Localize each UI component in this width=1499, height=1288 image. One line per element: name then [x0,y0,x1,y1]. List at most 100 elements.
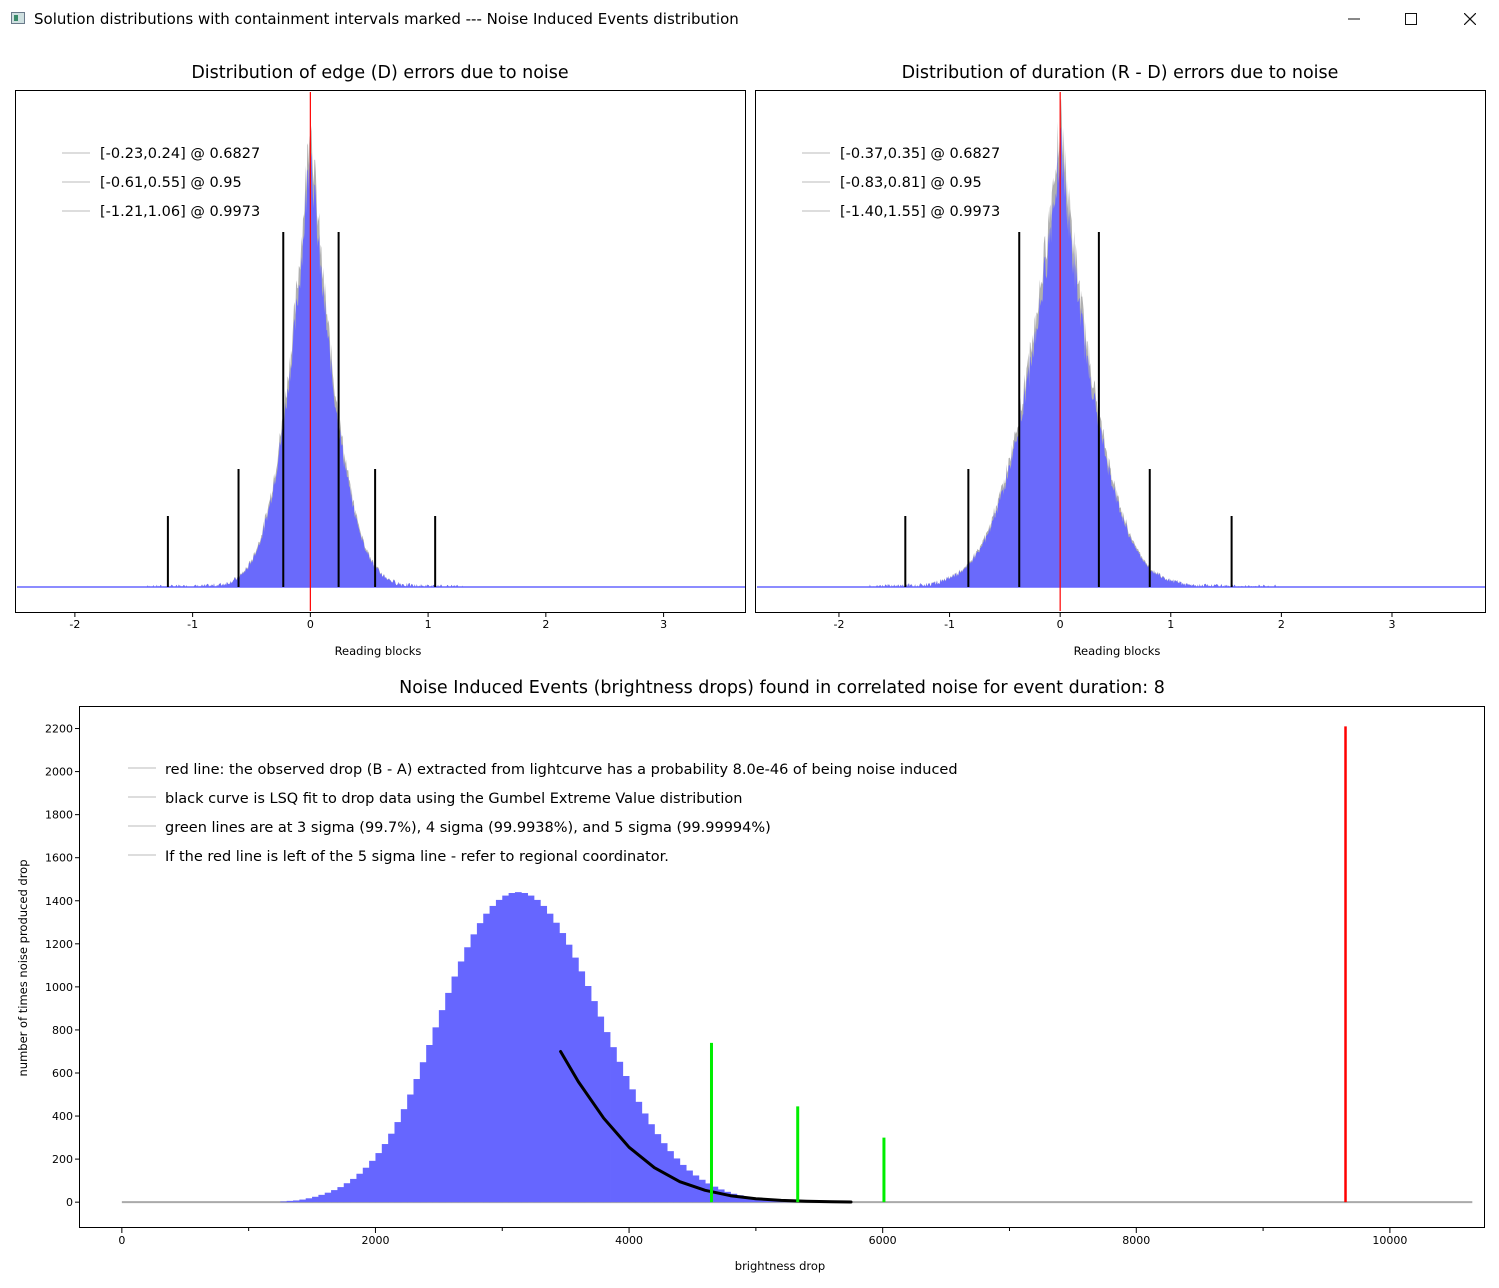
histogram-bar [546,913,554,1203]
histogram-bar [324,1192,332,1203]
chart-title: Distribution of duration (R - D) errors … [902,63,1339,83]
y-tick-label: 1000 [45,981,73,994]
plot-frame [79,706,1485,1228]
histogram-bar [426,1045,433,1203]
histogram-bars [17,92,745,611]
histogram-bar [438,1010,446,1203]
x-tick-label: -2 [833,618,844,631]
histogram-bar [419,1062,427,1203]
legend-entry: black curve is LSQ fit to drop data usin… [165,791,742,807]
duration-error-chart: Distribution of duration (R - D) errors … [755,63,1486,658]
x-axis-ticks: -2 -1 0 1 2 3 [69,612,667,631]
histogram-bar [610,1047,617,1203]
histogram-bar [483,913,490,1203]
x-axis-ticks: -2 -1 0 1 2 3 [833,612,1395,631]
legend-entry: [-0.83,0.81] @ 0.95 [840,175,982,191]
histogram-bar [407,1094,414,1203]
legend-entry: red line: the observed drop (B - A) extr… [165,762,958,778]
x-tick-label: -1 [944,618,955,631]
y-tick-label: 0 [66,1196,73,1209]
histogram-bar [369,1160,376,1203]
histogram-bar [641,1113,649,1203]
y-tick-label: 2000 [45,766,73,779]
histogram-bar [743,1196,750,1203]
gumbel-fit-curve [559,1050,853,1204]
chart-title: Noise Induced Events (brightness drops) … [399,678,1165,698]
x-tick-label: 2 [1278,618,1285,631]
histogram-bar [508,893,516,1203]
legend-entry: green lines are at 3 sigma (99.7%), 4 si… [165,820,771,836]
maximize-icon [1405,13,1417,25]
legend-entry: [-0.61,0.55] @ 0.95 [100,175,242,191]
x-tick-label: 0 [307,618,314,631]
interval-lines [166,232,437,587]
app-window-icon [11,12,25,24]
histogram-bar [572,957,579,1203]
y-tick-label: 1600 [45,852,73,865]
histogram-bar [489,905,497,1203]
legend-entry: [-1.21,1.06] @ 0.9973 [100,204,260,220]
histogram-bar [616,1061,624,1203]
y-tick-label: 600 [52,1067,73,1080]
histogram-bar [552,922,560,1203]
histogram-bar [622,1076,630,1203]
legend: red line: the observed drop (B - A) extr… [128,762,958,865]
x-tick-label: 0 [118,1234,125,1247]
y-axis-label: number of times noise produced drop [16,859,30,1076]
histogram-bar [495,899,503,1203]
y-tick-label: 800 [52,1024,73,1037]
histogram-bar [603,1032,611,1203]
histogram-bar [432,1027,440,1203]
y-tick-label: 400 [52,1110,73,1123]
histogram-bar [717,1189,725,1203]
histogram-bar [388,1133,395,1203]
legend-entry: If the red line is left of the 5 sigma l… [165,849,669,865]
histogram-bar [635,1101,643,1203]
y-tick-label: 1800 [45,809,73,822]
histogram-bar [502,895,509,1203]
x-tick-label: -1 [187,618,198,631]
histogram-bar [280,1201,288,1203]
histogram-bar [476,923,484,1203]
histogram-bar [749,1197,757,1203]
y-tick-label: 2200 [45,723,73,736]
histogram-bar [286,1200,294,1203]
fit-and-markers [559,726,1347,1204]
x-axis-label: brightness drop [735,1259,825,1273]
x-tick-label: 2 [542,618,549,631]
close-button[interactable] [1441,0,1499,38]
histogram-bar [565,944,573,1203]
histogram-bar [350,1178,357,1203]
x-tick-label: 6000 [869,1234,897,1247]
histogram-bar [394,1122,402,1203]
minimize-button[interactable] [1325,0,1383,38]
edge-error-chart: Distribution of edge (D) errors due to n… [15,63,746,658]
histogram-bar [293,1200,300,1203]
legend: [-0.37,0.35] @ 0.6827 [-0.83,0.81] @ 0.9… [802,146,1000,220]
histogram-bar [559,933,567,1203]
maximize-button[interactable] [1382,0,1440,38]
histogram-bar [445,992,452,1203]
noise-events-chart: Noise Induced Events (brightness drops) … [16,678,1485,1273]
histogram-bar [629,1089,636,1203]
x-tick-label: 3 [1388,618,1395,631]
histogram-bar [527,895,535,1203]
histogram-bar [381,1144,389,1203]
histogram-bar [362,1167,370,1203]
histogram-bar [337,1187,345,1203]
histogram-bar [400,1109,408,1203]
histogram-bar [375,1153,383,1203]
histogram-bar [312,1196,319,1203]
x-tick-label: 4000 [615,1234,643,1247]
histogram-bar [464,947,471,1203]
histogram-bar [413,1079,421,1203]
y-tick-label: 200 [52,1153,73,1166]
histogram-bar [730,1193,738,1203]
plot-frame [15,90,746,613]
x-tick-label: 10000 [1372,1234,1407,1247]
histogram-bar [457,961,465,1203]
histogram-bars [757,92,1485,611]
histogram-bar [343,1183,351,1203]
x-tick-label: 1 [425,618,432,631]
histogram-bar [514,892,522,1203]
